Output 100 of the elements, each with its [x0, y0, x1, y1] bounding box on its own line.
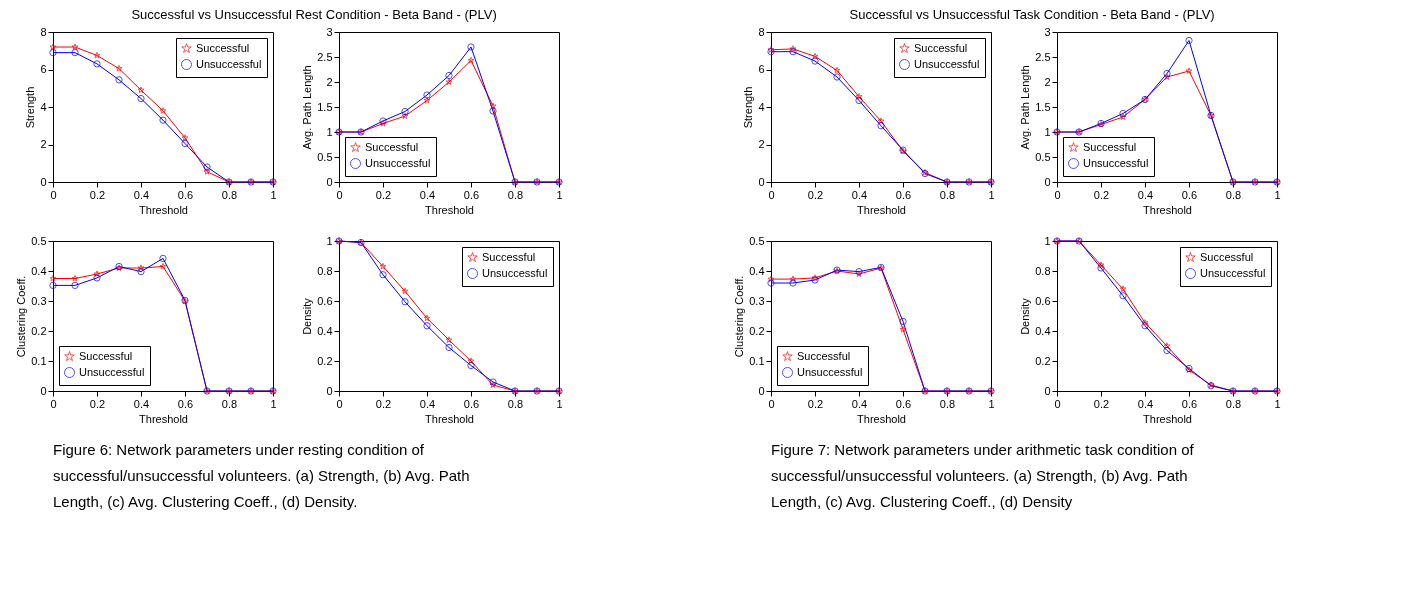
x-tick-label: 0.6 [463, 397, 480, 410]
legend-label: Successful [365, 140, 419, 153]
x-tick-label: 1 [1274, 188, 1281, 201]
point [203, 163, 211, 171]
x-tick-label: 0.2 [807, 397, 824, 410]
y-tick-label: 2 [40, 138, 47, 150]
point [401, 112, 409, 120]
point [423, 314, 431, 322]
x-tick-label: 0.6 [1181, 188, 1198, 201]
point [71, 274, 79, 282]
y-tick-label: 2 [326, 75, 333, 88]
y-tick-label: 0.2 [31, 324, 47, 337]
y-tick-label: 2 [758, 138, 765, 150]
y-tick-label: 1 [326, 125, 333, 138]
point [1141, 319, 1149, 326]
y-tick-label: 2 [1044, 75, 1051, 88]
point [767, 275, 775, 283]
y-tick-label: 4 [40, 100, 47, 113]
x-tick-label: 0.8 [507, 397, 524, 410]
point [159, 254, 167, 263]
point [899, 325, 907, 333]
legend-label: Unsuccessful [1200, 266, 1266, 279]
legend-label: Successful [914, 41, 968, 54]
x-axis-title: Threshold [1143, 203, 1192, 216]
x-tick-label: 0.6 [463, 188, 480, 201]
point [1119, 109, 1127, 118]
x-tick-label: 0 [1054, 397, 1061, 410]
x-tick-label: 1 [270, 397, 277, 410]
y-tick-label: 8 [40, 25, 47, 38]
point [489, 107, 497, 115]
caption: Figure 6: Network parameters under resting condition of successful/unsuccessful volunteers. (a) Strength, (b) Avg. Path Length, (c) Avg. Clustering Coeff., (d) Density. [53, 441, 470, 510]
x-tick-label: 0 [336, 188, 343, 201]
x-tick-label: 0.6 [895, 188, 912, 201]
y-tick-label: 1 [1044, 125, 1051, 138]
point [137, 94, 145, 103]
point [467, 361, 475, 370]
x-axis-title: Threshold [139, 412, 188, 425]
y-tick-label: 0 [758, 384, 765, 397]
point [203, 168, 211, 175]
point [877, 117, 885, 125]
point [115, 64, 123, 72]
legend-label: Successful [482, 250, 536, 263]
point [1185, 36, 1193, 45]
point [49, 281, 57, 290]
point [833, 66, 841, 74]
point [401, 298, 409, 306]
point [445, 78, 453, 86]
y-tick-label: 3 [1044, 25, 1051, 38]
point [71, 281, 79, 290]
x-tick-label: 0.4 [851, 188, 868, 201]
y-tick-label: 0.1 [749, 354, 765, 367]
legend-label: Successful [1083, 140, 1137, 153]
x-tick-label: 0 [768, 188, 775, 201]
y-tick-label: 0.2 [749, 324, 765, 337]
x-tick-label: 0.6 [895, 397, 912, 410]
x-tick-label: 1 [556, 397, 563, 410]
y-axis-title: Avg. Path Length [301, 65, 314, 150]
y-tick-label: 0.4 [1035, 324, 1051, 337]
y-tick-label: 0 [758, 175, 765, 188]
y-tick-label: 0.5 [31, 234, 47, 247]
x-tick-label: 0.8 [221, 397, 238, 410]
y-tick-label: 0.8 [1035, 264, 1051, 277]
point [137, 267, 145, 276]
y-tick-label: 1.5 [317, 100, 333, 113]
point [789, 279, 797, 287]
y-tick-label: 1.5 [1035, 100, 1051, 113]
point [71, 43, 79, 51]
x-tick-label: 1 [556, 188, 563, 201]
point [833, 73, 841, 81]
x-tick-label: 0.2 [807, 188, 824, 201]
point [93, 270, 101, 278]
point [137, 86, 145, 94]
y-tick-label: 0.3 [31, 294, 47, 307]
x-tick-label: 0.6 [177, 397, 194, 410]
x-tick-label: 0.2 [375, 397, 392, 410]
x-axis-title: Threshold [139, 203, 188, 216]
x-tick-label: 0.8 [939, 397, 956, 410]
point [1119, 292, 1127, 300]
y-tick-label: 0 [40, 384, 47, 397]
point [93, 51, 101, 59]
x-tick-label: 0.4 [133, 397, 150, 410]
legend-label: Unsuccessful [79, 365, 145, 378]
y-axis-title: Density [301, 297, 314, 335]
point [159, 262, 167, 270]
point [401, 287, 409, 295]
x-tick-label: 0.8 [939, 188, 956, 201]
x-tick-label: 0.4 [419, 397, 436, 410]
point [181, 134, 189, 141]
x-tick-label: 1 [988, 397, 995, 410]
point [767, 279, 775, 287]
x-tick-label: 0 [1054, 188, 1061, 201]
y-tick-label: 0 [1044, 175, 1051, 188]
legend-label: Successful [1200, 250, 1254, 263]
point [159, 107, 167, 114]
text: Successful vs Unsuccessful Task Condition - Beta Band - (PLV) [849, 6, 1215, 22]
point [49, 48, 57, 57]
y-tick-label: 3 [326, 25, 333, 38]
caption: Figure 7: Network parameters under arithmetic task condition of successful/unsuccessful volunteers. (a) Strength, (b) Avg. Path Length, (c) Avg. Clustering Coeff., (d) Density [771, 441, 1195, 510]
x-tick-label: 0 [768, 397, 775, 410]
x-tick-label: 0.2 [375, 188, 392, 201]
